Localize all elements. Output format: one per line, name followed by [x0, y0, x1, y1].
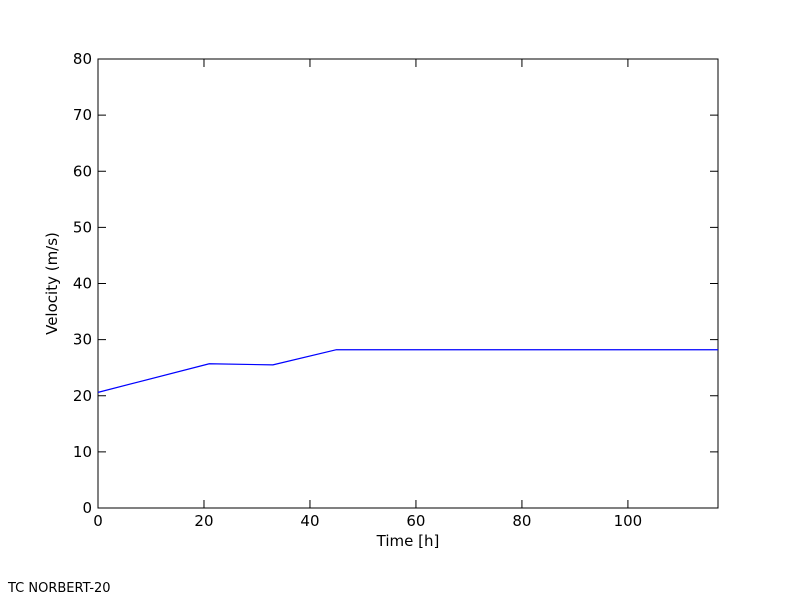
- y-tick-label: 30: [73, 331, 92, 349]
- y-tick-label: 60: [73, 162, 92, 180]
- y-tick-label: 50: [73, 218, 92, 236]
- plot-frame: [97, 58, 719, 509]
- y-tick-label: 20: [73, 387, 92, 405]
- y-tick-label: 0: [82, 499, 92, 517]
- x-tick-label: 100: [614, 512, 643, 530]
- x-tick-label: 80: [512, 512, 531, 530]
- y-tick-label: 70: [73, 106, 92, 124]
- storm-name: TC NORBERT-20: [8, 581, 111, 596]
- x-axis-label: Time [h]: [376, 532, 440, 550]
- x-tick-label: 40: [300, 512, 319, 530]
- bulletin-annotations: TC NORBERT-20 Vmax (m/s) Bulletin No. 4 …: [8, 553, 257, 600]
- y-axis-label: Velocity (m/s): [43, 232, 61, 335]
- y-tick-label: 80: [73, 50, 92, 68]
- x-tick-label: 20: [194, 512, 213, 530]
- plot-area: 0 20 40 60 80 100 0 10 20 30 40 50 60 70 80: [73, 50, 719, 530]
- x-tick-label: 60: [406, 512, 425, 530]
- x-tick-label: 0: [93, 512, 103, 530]
- vmax-line: [97, 349, 718, 393]
- y-tick-label: 40: [73, 275, 92, 293]
- y-tick-label: 10: [73, 443, 92, 461]
